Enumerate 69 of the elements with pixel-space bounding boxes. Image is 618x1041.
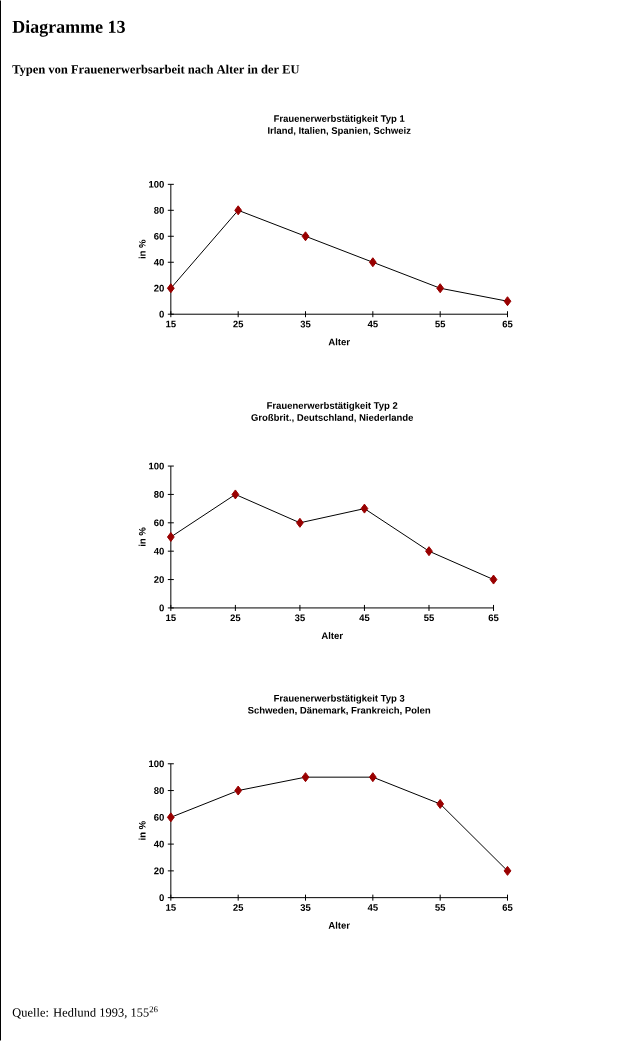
point xyxy=(301,231,310,242)
y-axis-title: in % xyxy=(138,821,146,840)
x-tick-label: 45 xyxy=(359,614,370,622)
chart-title: Frauenerwerbstätigkeit Typ 3 xyxy=(274,694,405,704)
point xyxy=(234,785,242,796)
y-tick-label: 60 xyxy=(153,519,164,527)
x-tick-label: 65 xyxy=(502,904,513,911)
x-axis-title: Alter xyxy=(328,338,350,346)
chart-subtitle: Großbrit., Deutschland, Niederlande xyxy=(251,413,413,423)
point xyxy=(503,296,512,307)
y-tick-label: 60 xyxy=(153,232,164,240)
point xyxy=(489,574,498,585)
chart-subtitle: Schweden, Dänemark, Frankreich, Polen xyxy=(247,706,430,715)
y-tick-label: 20 xyxy=(153,284,164,292)
x-tick-label: 25 xyxy=(233,904,243,911)
x-tick-label: 35 xyxy=(300,320,311,328)
x-axis-title: Alter xyxy=(328,921,350,929)
x-tick-label: 25 xyxy=(230,614,241,622)
point xyxy=(368,257,377,268)
point xyxy=(436,283,444,294)
x-tick-label: 15 xyxy=(165,614,176,622)
x-tick-label: 35 xyxy=(294,614,305,622)
x-tick-label: 55 xyxy=(423,614,434,622)
y-tick-label: 100 xyxy=(148,760,164,768)
x-tick-label: 55 xyxy=(434,320,445,328)
y-tick-label: 80 xyxy=(153,787,164,794)
x-tick-label: 25 xyxy=(233,320,243,328)
y-tick-label: 40 xyxy=(153,547,164,555)
point xyxy=(503,865,512,876)
point xyxy=(424,546,433,557)
x-tick-label: 65 xyxy=(502,320,513,328)
y-tick-label: 80 xyxy=(153,491,164,498)
point xyxy=(436,798,444,809)
point xyxy=(301,772,310,783)
point xyxy=(166,532,175,542)
x-tick-label: 15 xyxy=(165,904,176,911)
point xyxy=(166,812,175,823)
x-tick-label: 55 xyxy=(434,904,445,911)
y-tick-label: 0 xyxy=(159,310,164,318)
x-axis-title: Alter xyxy=(321,632,343,640)
y-tick-label: 80 xyxy=(153,206,164,214)
point xyxy=(166,283,175,294)
chart-subtitle: Irland, Italien, Spanien, Schweiz xyxy=(267,126,411,136)
x-tick-label: 45 xyxy=(367,904,378,911)
x-tick-label: 65 xyxy=(488,614,499,622)
y-tick-label: 40 xyxy=(153,258,164,266)
y-tick-label: 100 xyxy=(148,462,164,470)
source-note: Quelle: Hedlund 1993, 155$^{26}$ xyxy=(12,1006,158,1019)
x-tick-label: 15 xyxy=(165,320,176,328)
text: Diagramme 13 xyxy=(12,20,125,37)
y-tick-label: 100 xyxy=(148,180,164,188)
y-tick-label: 0 xyxy=(159,604,164,612)
x-tick-label: 35 xyxy=(300,904,311,911)
y-tick-label: 40 xyxy=(153,840,164,848)
chart-title: Frauenerwerbstätigkeit Typ 1 xyxy=(274,114,405,124)
y-tick-label: 20 xyxy=(153,867,164,875)
point xyxy=(234,205,242,216)
point xyxy=(295,517,304,528)
point xyxy=(368,772,377,783)
y-tick-label: 0 xyxy=(159,894,164,902)
y-axis-title: in % xyxy=(138,239,146,259)
text: Typen von Frauenerwerbsarbeit nach Alter in der EU xyxy=(12,64,299,77)
point xyxy=(360,503,369,514)
x-tick-label: 45 xyxy=(367,320,378,328)
chart-title: Frauenerwerbstätigkeit Typ 2 xyxy=(267,401,398,411)
y-tick-label: 20 xyxy=(153,576,164,583)
point xyxy=(231,489,240,500)
y-axis-title: in % xyxy=(138,527,146,547)
y-tick-label: 60 xyxy=(153,813,164,821)
